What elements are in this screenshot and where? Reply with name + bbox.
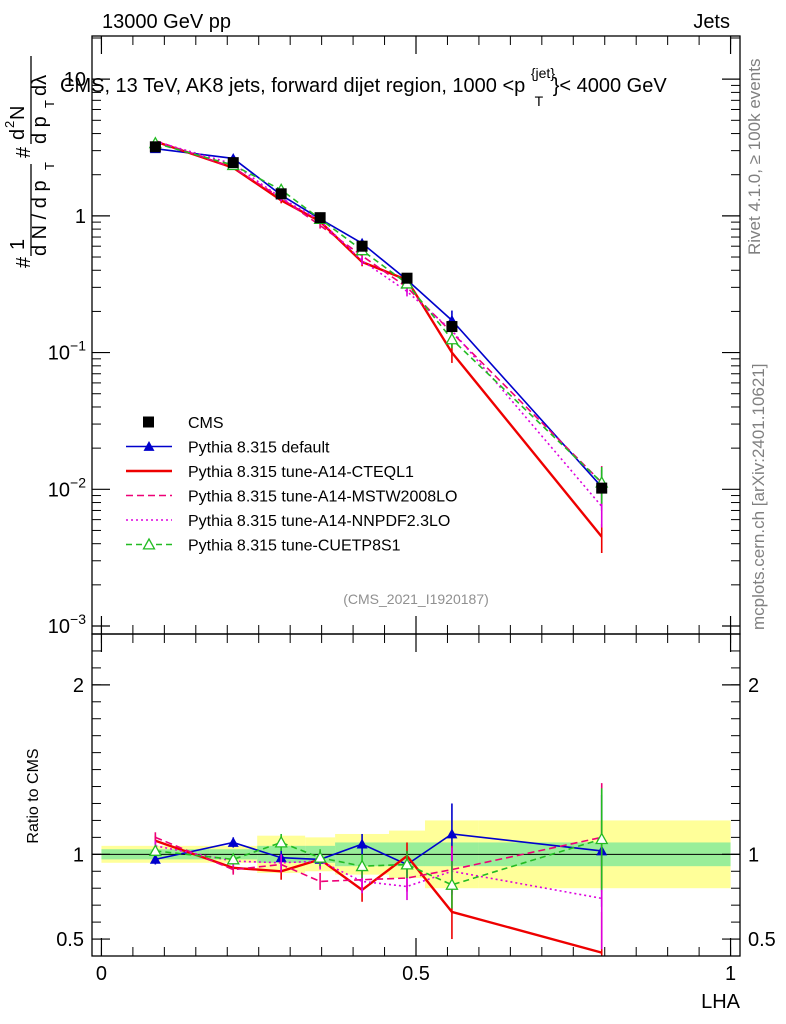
ratio-tick-label-right: 1 bbox=[748, 844, 759, 866]
title-sub: T bbox=[535, 93, 544, 109]
mcplots-label: mcplots.cern.ch [arXiv:2401.10621] bbox=[749, 364, 768, 630]
tick-base: 10 bbox=[48, 479, 70, 501]
main-tick-label: 10−1 bbox=[48, 338, 86, 365]
ratio-tick-label-right: 0.5 bbox=[748, 929, 776, 951]
cms-data-point bbox=[356, 240, 368, 252]
ylabel-t1: T bbox=[42, 162, 57, 170]
legend-label: Pythia 8.315 default bbox=[188, 440, 330, 457]
x-tick-label: 1 bbox=[725, 963, 736, 985]
series-marker-ratio bbox=[227, 836, 239, 847]
series-line-ratio bbox=[155, 838, 602, 886]
header-left: 13000 GeV pp bbox=[102, 11, 231, 33]
x-tick-label: 0 bbox=[96, 963, 107, 985]
tick-base: 10 bbox=[48, 616, 70, 638]
ratio-ylabel: Ratio to CMS bbox=[25, 748, 42, 843]
title-main: CMS, 13 TeV, AK8 jets, forward dijet reg… bbox=[60, 75, 525, 97]
series-marker-ratio bbox=[149, 853, 161, 864]
ratio-tick-label-left: 1 bbox=[73, 844, 84, 866]
legend: CMS Pythia 8.315 default Pythia 8.315 tune… bbox=[126, 415, 457, 555]
series-marker-ratio bbox=[446, 828, 458, 839]
series-line-ratio bbox=[155, 836, 602, 883]
title-sup: {jet} bbox=[531, 65, 555, 81]
tick-exponent: −3 bbox=[70, 611, 86, 627]
rivet-label: Rivet 4.1.0, ≥ 100k events bbox=[745, 59, 764, 255]
ylabel-one: 1 bbox=[7, 239, 29, 250]
series-marker-ratio bbox=[148, 844, 162, 856]
ratio-tick-label-left: 2 bbox=[73, 675, 84, 697]
series-line-main bbox=[155, 142, 603, 484]
series-marker-ratio bbox=[400, 857, 414, 870]
legend-marker bbox=[143, 441, 155, 451]
title-end: }< 4000 GeV bbox=[553, 75, 668, 97]
series-marker-ratio bbox=[274, 835, 288, 848]
ylabel-two: 2 bbox=[2, 121, 17, 128]
ylabel-t2: T bbox=[42, 100, 57, 108]
main-ylabel: # 1 d N / d p T # d 2 N d p T dλ bbox=[2, 56, 57, 268]
series-marker-ratio bbox=[313, 850, 327, 863]
series-marker-main bbox=[445, 332, 459, 345]
ylabel-hash2: # bbox=[13, 146, 35, 158]
series-layer bbox=[148, 136, 609, 956]
series-line-main bbox=[155, 139, 603, 484]
legend-label: Pythia 8.315 tune-CUETP8S1 bbox=[188, 538, 401, 555]
legend-label: Pythia 8.315 tune-A14-CTEQL1 bbox=[188, 464, 414, 481]
x-tick-label: 0.5 bbox=[402, 963, 430, 985]
main-tick-label: 10−3 bbox=[48, 611, 86, 638]
x-axis-label: LHA bbox=[701, 991, 741, 1013]
series-line-ratio bbox=[155, 833, 602, 866]
tick-exponent: −1 bbox=[70, 338, 86, 354]
legend-marker bbox=[142, 537, 156, 550]
ylabel-dlambda: dλ bbox=[29, 75, 51, 96]
tick-base: 1 bbox=[75, 206, 86, 228]
ratio-frame bbox=[91, 633, 741, 957]
series-marker-ratio bbox=[595, 832, 609, 845]
legend-label: Pythia 8.315 tune-A14-MSTW2008LO bbox=[188, 489, 457, 506]
legend-label-cms: CMS bbox=[188, 415, 224, 432]
ylabel-n: N bbox=[7, 106, 29, 120]
legend-marker-cms bbox=[143, 416, 154, 428]
series-marker-ratio bbox=[356, 838, 368, 849]
main-tick-label: 1 bbox=[75, 206, 86, 228]
cms-data-point bbox=[149, 141, 161, 153]
tick-base: 10 bbox=[64, 69, 86, 91]
cms-data-point bbox=[314, 212, 326, 224]
ylabel-hash1: # bbox=[13, 256, 35, 268]
analysis-reference: (CMS_2021_I1920187) bbox=[343, 591, 489, 607]
series-line-main bbox=[155, 147, 603, 488]
cms-data-point bbox=[596, 482, 608, 494]
ratio-tick-label-right: 2 bbox=[748, 675, 759, 697]
series-marker-ratio bbox=[445, 877, 459, 890]
series-marker-ratio bbox=[226, 852, 240, 865]
tick-base: 10 bbox=[48, 343, 70, 365]
cms-data-point bbox=[227, 157, 239, 169]
series-marker-ratio bbox=[355, 859, 369, 872]
main-tick-label: 10−2 bbox=[48, 474, 86, 501]
legend-label: Pythia 8.315 tune-A14-NNPDF2.3LO bbox=[188, 513, 450, 530]
plot-title: CMS, 13 TeV, AK8 jets, forward dijet reg… bbox=[60, 61, 667, 111]
ylabel-dpt: d p bbox=[29, 116, 51, 144]
ylabel-d: d bbox=[7, 129, 29, 140]
ylabel-dn: d N / d p bbox=[29, 180, 51, 256]
cms-data-point bbox=[446, 321, 458, 333]
header-right: Jets bbox=[693, 11, 730, 33]
cms-data-point bbox=[275, 188, 287, 200]
ratio-tick-label-left: 0.5 bbox=[56, 929, 84, 951]
cms-data-point bbox=[401, 272, 413, 284]
main-tick-label: 10 bbox=[64, 69, 86, 91]
tick-exponent: −2 bbox=[70, 474, 86, 490]
